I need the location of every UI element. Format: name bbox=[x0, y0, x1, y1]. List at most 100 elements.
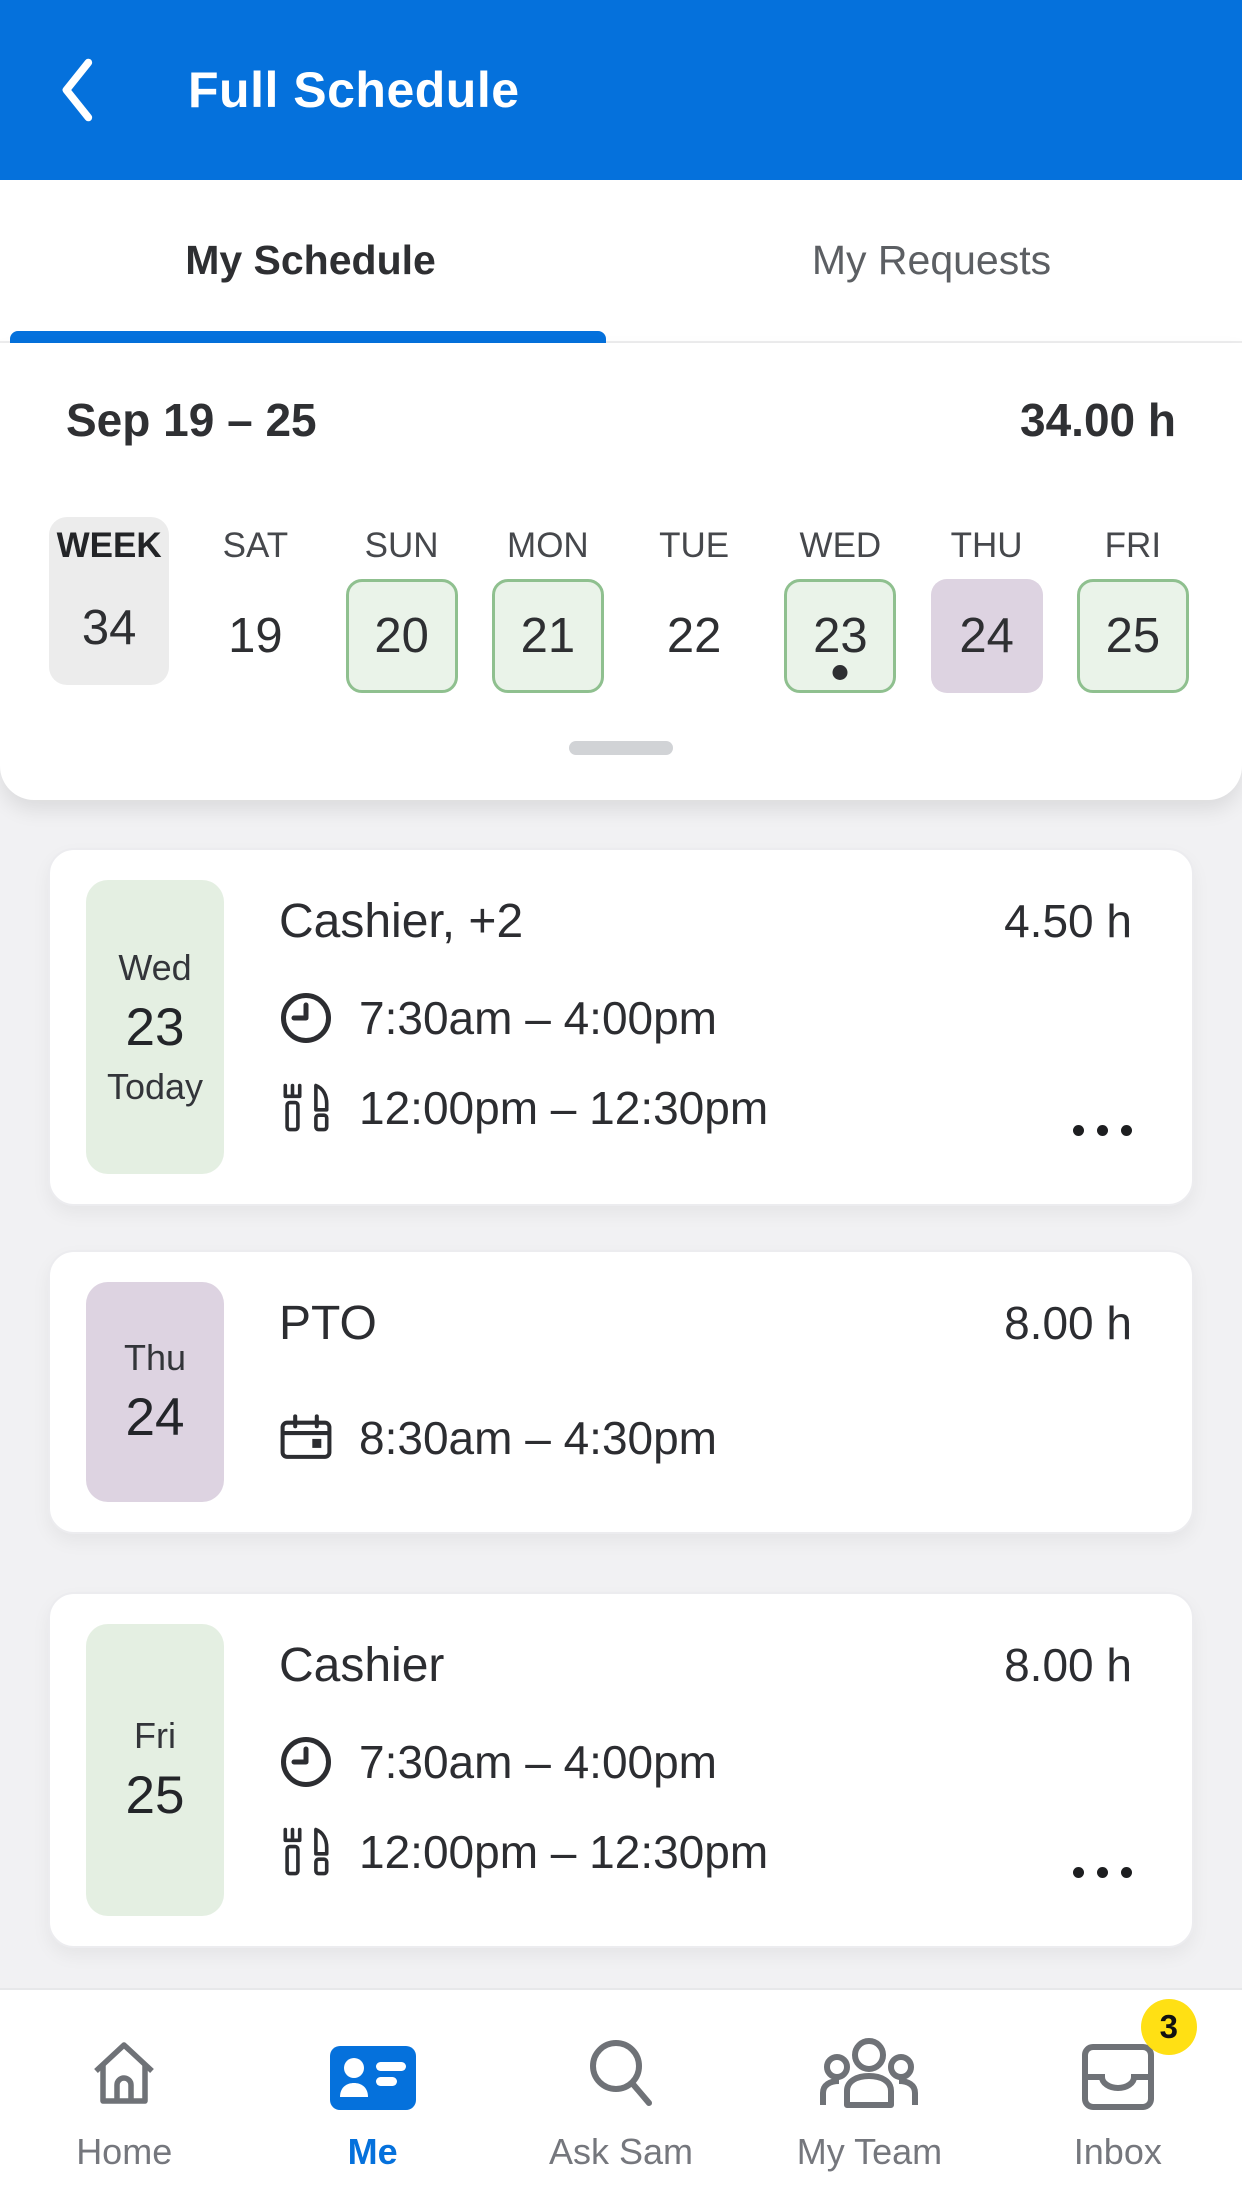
day-cell-sat[interactable]: SAT 19 bbox=[182, 517, 328, 693]
inbox-icon: 3 bbox=[1079, 1999, 1197, 2111]
page-title: Full Schedule bbox=[188, 62, 520, 118]
card-title-row: PTO 8.00 h bbox=[279, 1296, 1156, 1351]
shift-time-text: 7:30am – 4:00pm bbox=[359, 992, 718, 1044]
shift-time-row: 7:30am – 4:00pm bbox=[279, 991, 1156, 1045]
card-title-row: Cashier, +2 4.50 h bbox=[279, 894, 1156, 949]
week-summary: Sep 19 – 25 34.00 h bbox=[0, 393, 1242, 447]
bottom-navigation: Home Me Ask Sam My Team 3 Inbox bbox=[0, 1988, 1242, 2208]
shift-card-fri[interactable]: Fri 25 Cashier 8.00 h 7:30am – 4:00pm bbox=[48, 1592, 1194, 1948]
card-title-row: Cashier 8.00 h bbox=[279, 1638, 1156, 1693]
search-icon bbox=[583, 2025, 659, 2111]
day-number: 20 bbox=[345, 579, 458, 693]
time-rows: 8:30am – 4:30pm bbox=[279, 1411, 1156, 1465]
active-tab-indicator bbox=[10, 331, 606, 343]
day-pill: SAT 19 bbox=[199, 517, 311, 693]
shift-hours: 4.50 h bbox=[1004, 895, 1132, 947]
day-label: TUE bbox=[659, 526, 730, 565]
nav-label: Ask Sam bbox=[548, 2131, 694, 2172]
dot bbox=[1073, 1867, 1084, 1878]
dot bbox=[1097, 1867, 1108, 1878]
week-number: 34 bbox=[81, 601, 137, 655]
card-day: Fri bbox=[134, 1714, 176, 1756]
day-cell-sun[interactable]: SUN 20 bbox=[329, 517, 475, 693]
card-main: Cashier 8.00 h 7:30am – 4:00pm 12:00pm –… bbox=[224, 1624, 1156, 1916]
card-date: 23 bbox=[125, 997, 185, 1057]
meal-time-row: 12:00pm – 12:30pm bbox=[279, 1825, 1156, 1879]
meal-time-row: 12:00pm – 12:30pm bbox=[279, 1081, 1156, 1135]
week-total-hours: 34.00 h bbox=[1020, 394, 1176, 446]
today-indicator-dot bbox=[832, 665, 848, 680]
shift-title: PTO bbox=[279, 1297, 377, 1350]
day-pill: WED 23 bbox=[784, 517, 897, 693]
card-day: Wed bbox=[118, 946, 192, 988]
clock-icon bbox=[279, 992, 333, 1044]
clock-icon bbox=[279, 1736, 333, 1788]
card-day: Thu bbox=[123, 1336, 187, 1378]
day-label: WEEK bbox=[56, 526, 162, 565]
time-rows: 7:30am – 4:00pm 12:00pm – 12:30pm bbox=[279, 1735, 1156, 1879]
meal-icon bbox=[279, 1825, 333, 1879]
day-label: THU bbox=[950, 526, 1023, 565]
pto-time-row: 8:30am – 4:30pm bbox=[279, 1411, 1156, 1465]
day-number: 25 bbox=[1076, 579, 1189, 693]
dot bbox=[1097, 1125, 1108, 1136]
day-label: SAT bbox=[222, 526, 289, 565]
nav-label: Me bbox=[347, 2131, 398, 2172]
shift-title: Cashier bbox=[279, 1639, 445, 1692]
shift-hours: 8.00 h bbox=[1004, 1639, 1132, 1691]
card-main: Cashier, +2 4.50 h 7:30am – 4:00pm 12:00… bbox=[224, 880, 1156, 1174]
shift-card-wed[interactable]: Wed 23 Today Cashier, +2 4.50 h 7:30am –… bbox=[48, 848, 1194, 1206]
day-cell-wed[interactable]: WED 23 bbox=[767, 517, 913, 693]
app-header: Full Schedule bbox=[0, 0, 1242, 180]
chevron-left-icon bbox=[62, 58, 93, 122]
day-number: 19 bbox=[228, 609, 283, 663]
day-cell-tue[interactable]: TUE 22 bbox=[621, 517, 767, 693]
day-number: 21 bbox=[491, 579, 604, 693]
day-label: WED bbox=[799, 526, 882, 565]
day-number: 23 bbox=[784, 579, 897, 693]
dot bbox=[1121, 1867, 1132, 1878]
nav-inbox[interactable]: 3 Inbox bbox=[994, 1990, 1242, 2208]
inbox-badge: 3 bbox=[1140, 1999, 1197, 2055]
more-options-button[interactable] bbox=[1073, 1115, 1132, 1146]
time-rows: 7:30am – 4:00pm 12:00pm – 12:30pm bbox=[279, 991, 1156, 1135]
day-pill: FRI 25 bbox=[1076, 517, 1189, 693]
shift-list: Wed 23 Today Cashier, +2 4.50 h 7:30am –… bbox=[0, 848, 1242, 1948]
card-date-pill: Wed 23 Today bbox=[86, 880, 224, 1174]
shift-card-thu[interactable]: Thu 24 PTO 8.00 h 8:30am – 4:30pm bbox=[48, 1250, 1194, 1534]
shift-time-text: 7:30am – 4:00pm bbox=[359, 1736, 718, 1788]
day-pill: THU 24 bbox=[930, 517, 1043, 693]
card-today-label: Today bbox=[106, 1065, 204, 1107]
nav-home[interactable]: Home bbox=[0, 1990, 248, 2208]
nav-label: Inbox bbox=[1073, 2131, 1162, 2172]
pto-time-text: 8:30am – 4:30pm bbox=[359, 1412, 718, 1464]
more-options-button[interactable] bbox=[1073, 1857, 1132, 1888]
nav-my-team[interactable]: My Team bbox=[745, 1990, 993, 2208]
dot bbox=[1073, 1125, 1084, 1136]
day-pill: SUN 20 bbox=[345, 517, 458, 693]
card-date-pill: Thu 24 bbox=[86, 1282, 224, 1502]
day-cell-week[interactable]: WEEK 34 bbox=[36, 517, 182, 693]
nav-me[interactable]: Me bbox=[248, 1990, 496, 2208]
drag-handle[interactable] bbox=[569, 741, 673, 755]
nav-ask-sam[interactable]: Ask Sam bbox=[497, 1990, 745, 2208]
back-button[interactable] bbox=[56, 55, 116, 125]
day-cell-fri[interactable]: FRI 25 bbox=[1060, 517, 1206, 693]
week-date-range: Sep 19 – 25 bbox=[66, 394, 317, 446]
card-main: PTO 8.00 h 8:30am – 4:30pm bbox=[224, 1282, 1156, 1502]
dot bbox=[1121, 1125, 1132, 1136]
day-cell-thu[interactable]: THU 24 bbox=[914, 517, 1060, 693]
tab-my-schedule[interactable]: My Schedule bbox=[185, 237, 436, 283]
day-label: SUN bbox=[364, 526, 439, 565]
day-cell-mon[interactable]: MON 21 bbox=[475, 517, 621, 693]
tab-bar: My Schedule My Requests bbox=[0, 180, 1242, 343]
nav-label: Home bbox=[76, 2131, 173, 2172]
week-day-selector: WEEK 34 SAT 19 SUN 20 MON 21 TUE bbox=[0, 517, 1242, 693]
day-pill: MON 21 bbox=[491, 517, 604, 693]
card-date: 24 bbox=[125, 1387, 185, 1447]
day-number-text: 23 bbox=[813, 609, 868, 663]
day-label: MON bbox=[507, 526, 589, 565]
tab-my-requests[interactable]: My Requests bbox=[811, 237, 1052, 283]
calendar-icon bbox=[279, 1412, 333, 1464]
me-badge-icon bbox=[329, 2025, 417, 2111]
